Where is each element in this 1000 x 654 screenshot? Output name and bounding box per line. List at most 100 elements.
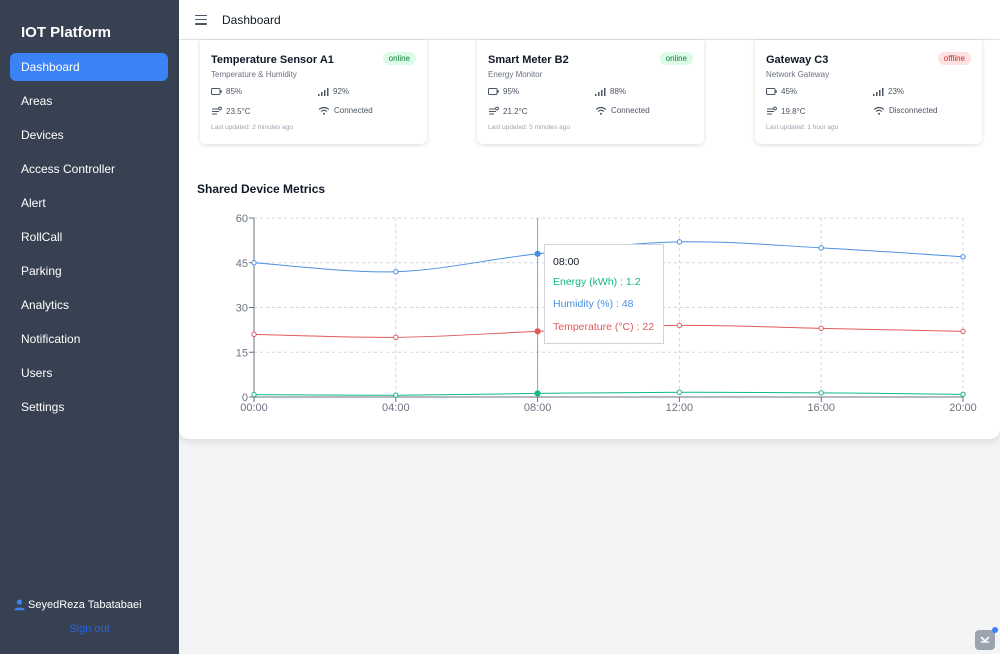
battery-icon [211, 88, 222, 95]
user-icon [14, 599, 25, 611]
last-updated: Last updated: 2 minutes ago [211, 124, 294, 131]
wifi-icon [873, 106, 885, 115]
notification-dot [992, 627, 998, 633]
data-point [960, 391, 966, 398]
device-type: Energy Monitor [488, 70, 543, 79]
top-bar: Dashboard [179, 0, 1000, 40]
sidebar-item-parking[interactable]: Parking [21, 264, 62, 278]
data-point [534, 328, 541, 335]
device-card[interactable]: Smart Meter B2 Energy Monitor online 95%… [477, 40, 704, 144]
chart-tooltip: 08:00 Energy (kWh) : 1.2 Humidity (%) : … [544, 244, 664, 344]
metrics-title: Shared Device Metrics [197, 182, 326, 196]
sidebar-item-users[interactable]: Users [21, 366, 53, 380]
data-point [818, 390, 824, 396]
thermometer-icon [767, 106, 777, 115]
tooltip-temperature: Temperature (°C) : 22 [553, 321, 655, 333]
last-updated: Last updated: 1 hour ago [766, 124, 839, 131]
sign-out-link[interactable]: Sign out [69, 623, 110, 635]
sidebar-item-rollcall[interactable]: RollCall [21, 230, 63, 244]
signal-metric: 23% [873, 87, 904, 96]
signal-icon [873, 87, 884, 96]
x-tick-label: 04:00 [382, 402, 410, 414]
data-point [676, 322, 683, 329]
sidebar-item-alert[interactable]: Alert [21, 196, 46, 210]
connection-metric: Connected [595, 106, 650, 115]
battery-metric: 95% [488, 87, 519, 96]
status-badge: online [659, 52, 693, 65]
device-name: Smart Meter B2 [488, 54, 569, 66]
data-point [251, 391, 257, 398]
last-updated: Last updated: 5 minutes ago [488, 124, 571, 131]
device-type: Temperature & Humidity [211, 70, 297, 79]
sidebar-item-dashboard[interactable]: Dashboard [10, 53, 168, 81]
y-tick-label: 0 [242, 392, 248, 404]
sidebar: IOT Platform Dashboard Areas Devices Acc… [0, 0, 179, 654]
data-point [960, 328, 966, 335]
series-line [253, 391, 964, 396]
data-point [676, 239, 683, 245]
device-name: Gateway C3 [766, 54, 829, 66]
connection-metric: Connected [318, 106, 373, 115]
data-point [534, 250, 541, 257]
signal-icon [318, 87, 329, 96]
y-tick-label: 60 [236, 213, 248, 225]
battery-metric: 85% [211, 87, 242, 96]
status-badge: online [382, 52, 416, 65]
temperature-metric: 19.8°C [766, 106, 806, 116]
connection-metric: Disconnected [873, 106, 937, 115]
user-name: SeyedReza Tabatabaei [28, 598, 142, 611]
sidebar-item-analytics[interactable]: Analytics [21, 298, 70, 312]
temperature-metric: 23.5°C [211, 106, 251, 116]
user-info: SeyedReza Tabatabaei [13, 598, 142, 611]
x-tick-label: 20:00 [949, 402, 977, 414]
x-tick-label: 16:00 [807, 402, 835, 414]
data-point [393, 392, 399, 398]
sidebar-item-notification[interactable]: Notification [21, 332, 81, 346]
x-tick-label: 00:00 [240, 402, 268, 414]
sidebar-item-areas[interactable]: Areas [21, 94, 53, 108]
device-type: Network Gateway [766, 70, 830, 79]
device-name: Temperature Sensor A1 [211, 54, 334, 66]
device-card[interactable]: Gateway C3 Network Gateway offline 45% 2… [755, 40, 982, 144]
tooltip-title: 08:00 [553, 256, 580, 268]
data-point [251, 331, 257, 338]
data-point [393, 334, 399, 341]
dashboard-panel: Temperature Sensor A1 Temperature & Humi… [179, 40, 1000, 439]
signal-metric: 92% [318, 87, 349, 96]
data-point [534, 390, 541, 397]
metrics-chart[interactable]: 0 15 30 45 60 00:00 04:00 08:00 12:00 16:00 20:00 [179, 40, 1000, 439]
data-point [393, 269, 399, 275]
help-chat-icon[interactable] [975, 630, 995, 650]
battery-icon [766, 88, 777, 95]
y-tick-label: 30 [236, 303, 248, 315]
chevron-down-icon [980, 636, 990, 643]
data-point [818, 325, 824, 332]
wifi-icon [318, 106, 330, 115]
x-tick-label: 12:00 [666, 402, 694, 414]
sidebar-nav: Dashboard Areas Devices Access Controlle… [10, 53, 168, 427]
x-tick-label: 08:00 [524, 402, 552, 414]
sidebar-item-access-controller[interactable]: Access Controller [21, 162, 116, 176]
thermometer-icon [489, 106, 499, 115]
data-point [960, 254, 966, 260]
signal-metric: 88% [595, 87, 626, 96]
data-point [676, 389, 683, 395]
sidebar-item-settings[interactable]: Settings [21, 400, 65, 414]
data-point [251, 260, 257, 266]
hamburger-menu-icon[interactable] [195, 14, 207, 25]
page-title: Dashboard [222, 12, 281, 27]
tooltip-energy: Energy (kWh) : 1.2 [553, 276, 641, 288]
sidebar-item-devices[interactable]: Devices [21, 128, 64, 142]
y-tick-label: 45 [236, 258, 248, 270]
tooltip-humidity: Humidity (%) : 48 [553, 298, 634, 310]
brand-title: IOT Platform [21, 24, 112, 41]
battery-icon [488, 88, 499, 95]
data-point [818, 245, 824, 251]
battery-metric: 45% [766, 87, 797, 96]
temperature-metric: 21.2°C [488, 106, 528, 116]
thermometer-icon [212, 106, 222, 115]
y-tick-label: 15 [236, 347, 248, 359]
device-card[interactable]: Temperature Sensor A1 Temperature & Humi… [200, 40, 427, 144]
wifi-icon [595, 106, 607, 115]
status-badge: offline [937, 52, 971, 65]
